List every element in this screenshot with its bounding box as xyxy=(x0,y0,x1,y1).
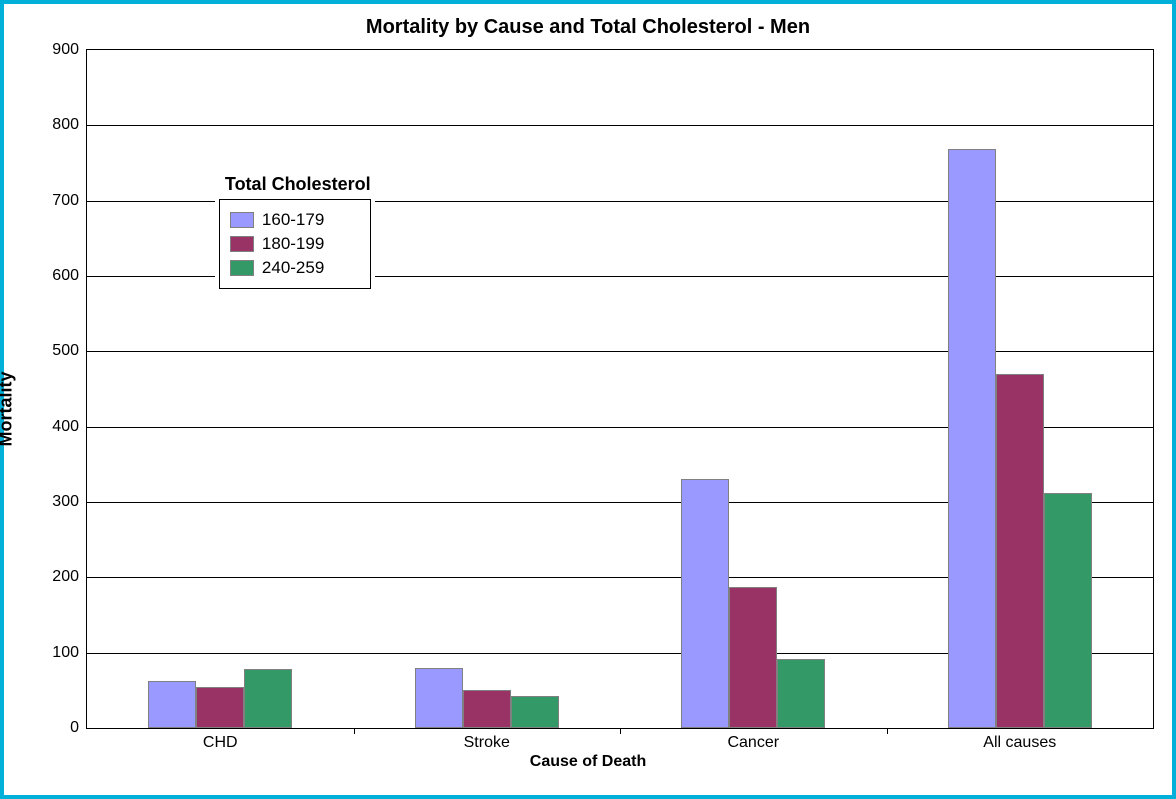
bar xyxy=(148,681,196,728)
y-tick-label: 700 xyxy=(52,192,79,210)
x-tick-mark xyxy=(887,728,888,734)
chart-area: Mortality Total Cholesterol 160-179180-1… xyxy=(16,49,1160,769)
x-tick-label: CHD xyxy=(203,734,238,752)
bar xyxy=(948,149,996,728)
bar xyxy=(415,668,463,728)
y-tick-label: 0 xyxy=(70,719,79,737)
legend-swatch xyxy=(230,260,254,276)
y-axis-title: Mortality xyxy=(0,371,17,446)
x-tick-label: Cancer xyxy=(727,734,779,752)
bar xyxy=(681,479,729,728)
x-tick-label: All causes xyxy=(983,734,1056,752)
legend-item: 240-259 xyxy=(230,258,354,278)
bar xyxy=(196,687,244,728)
bar xyxy=(511,696,559,728)
y-tick-label: 800 xyxy=(52,116,79,134)
bar xyxy=(996,374,1044,728)
plot-area: Total Cholesterol 160-179180-199240-259 … xyxy=(86,49,1154,729)
bar xyxy=(1044,493,1092,728)
legend-item: 180-199 xyxy=(230,234,354,254)
legend-box: 160-179 180-199 240-259 xyxy=(219,199,371,289)
y-tick-label: 100 xyxy=(52,644,79,662)
y-tick-label: 200 xyxy=(52,568,79,586)
bar xyxy=(463,690,511,728)
legend: Total Cholesterol 160-179 180-199 240-259 xyxy=(215,172,375,295)
legend-swatch xyxy=(230,212,254,228)
bar xyxy=(729,587,777,728)
bar xyxy=(777,659,825,728)
legend-label: 240-259 xyxy=(262,258,324,278)
legend-item: 160-179 xyxy=(230,210,354,230)
x-tick-mark xyxy=(620,728,621,734)
legend-label: 160-179 xyxy=(262,210,324,230)
chart-title: Mortality by Cause and Total Cholesterol… xyxy=(16,16,1160,39)
y-tick-label: 500 xyxy=(52,342,79,360)
bar xyxy=(244,669,292,728)
legend-label: 180-199 xyxy=(262,234,324,254)
y-tick-label: 900 xyxy=(52,41,79,59)
y-tick-label: 400 xyxy=(52,418,79,436)
y-tick-label: 600 xyxy=(52,267,79,285)
x-tick-label: Stroke xyxy=(464,734,510,752)
legend-title: Total Cholesterol xyxy=(225,174,371,195)
x-tick-mark xyxy=(354,728,355,734)
legend-swatch xyxy=(230,236,254,252)
chart-frame: Mortality by Cause and Total Cholesterol… xyxy=(0,0,1176,799)
gridline xyxy=(87,125,1153,126)
x-axis-title: Cause of Death xyxy=(530,753,646,771)
y-tick-label: 300 xyxy=(52,493,79,511)
